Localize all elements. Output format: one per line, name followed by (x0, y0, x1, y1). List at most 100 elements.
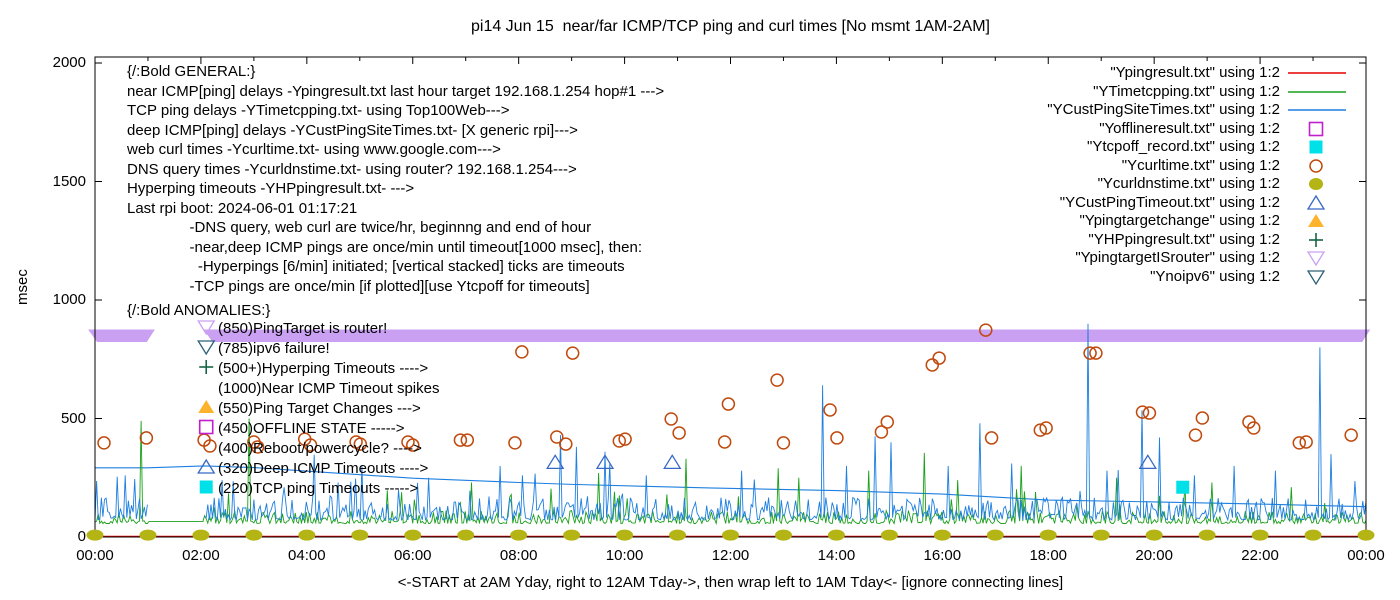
pingtarget-router-band (88, 329, 155, 343)
deep-icmp-series (94, 475, 148, 521)
Ycurltime-txt-point (559, 437, 573, 451)
legend-item-label: "Ypingresult.txt" using 1:2 (1110, 64, 1280, 81)
Ycurldnstime-txt-point (986, 529, 1004, 541)
anomaly-label: (450)OFFLINE STATE -----> (218, 420, 405, 437)
Ycurldnstime-txt-point (774, 529, 792, 541)
Ycurldnstime-txt-point (1092, 529, 1110, 541)
legend-item-label: "YHPpingresult.txt" using 1:2 (1088, 230, 1280, 248)
legend-symbol-triangle-up-filled (1286, 213, 1350, 229)
Ycurltime-txt-point (1083, 346, 1097, 360)
Ycurltime-txt-point (664, 412, 678, 426)
Ycurldnstime-txt-point (510, 529, 528, 541)
Ycurldnstime-txt-point (1039, 529, 1057, 541)
YCustPingTimeout-txt-point (663, 454, 682, 469)
legend-item-label: "Ycurltime.txt" using 1:2 (1121, 156, 1280, 174)
legend-symbol-line (1286, 84, 1350, 100)
YCustPingTimeout-txt-point (595, 454, 615, 469)
Ycurltime-txt-point (612, 434, 627, 448)
x-tick-label: 10:00 (605, 547, 644, 564)
Ycurltime-txt-point (139, 431, 154, 445)
anomaly-marker-7 (197, 458, 216, 474)
x-tick-label: 06:00 (393, 547, 432, 564)
x-tick-label: 04:00 (288, 547, 326, 564)
Ycurltime-txt-point (97, 436, 111, 450)
Ycurltime-txt-point (565, 346, 580, 360)
Ycurldnstime-txt-point (1251, 529, 1269, 541)
Ycurltime-txt-point (984, 431, 999, 445)
legend-item-label: "Yofflineresult.txt" using 1:2 (1099, 119, 1280, 137)
Ycurltime-txt-point (672, 426, 686, 440)
Ytcpoff_record-txt-point (1176, 480, 1190, 494)
x-tick-label: 14:00 (817, 547, 856, 564)
legend-item-label: "Ycurldnstime.txt" using 1:2 (1097, 175, 1280, 192)
anomaly-label: (550)Ping Target Changes ---> (218, 400, 421, 417)
Ycurldnstime-txt-point (457, 529, 475, 541)
tcp-ping-series (94, 418, 1367, 526)
legend-item-label: "Ytcpoff_record.txt" using 1:2 (1087, 138, 1280, 155)
Ycurltime-txt-point (453, 433, 468, 447)
Ycurltime-txt-point (874, 425, 889, 439)
legend-symbol-square-filled (1286, 139, 1350, 155)
x-tick-label: 12:00 (711, 547, 750, 564)
Ycurldnstime-txt-point (827, 529, 845, 541)
Ycurltime-txt-point (717, 435, 732, 449)
legend-symbol-circle-open (1286, 158, 1350, 174)
x-tick-label: 18:00 (1029, 547, 1068, 564)
Ycurltime-txt-point (1246, 421, 1261, 435)
YCustPingTimeout-txt-point (546, 454, 565, 469)
anomaly-label: (220)TCP ping Timeouts -----> (218, 480, 419, 497)
Ycurltime-txt-point (303, 438, 318, 452)
Ycurldnstime-txt-point (245, 529, 263, 541)
deep-icmp-trend-line (95, 465, 1367, 508)
Ycurldnstime-txt-point (880, 529, 898, 541)
Ycurltime-txt-point (515, 345, 529, 359)
anomaly-label: (320)Deep ICMP Timeouts ----> (218, 460, 429, 477)
Ycurltime-txt-point (880, 415, 895, 429)
Ycurltime-txt-point (618, 432, 632, 446)
legend-item-label: "YCustPingSiteTimes.txt" using 1:2 (1047, 101, 1280, 118)
legend-symbol-triangle-down-open (1286, 250, 1350, 266)
legend-symbol-circle-filled (1286, 176, 1350, 192)
legend-item-label: "YTimetcpping.txt" using 1:2 (1093, 82, 1280, 100)
Ycurltime-txt-point (250, 440, 265, 454)
Ycurldnstime-txt-point (669, 529, 687, 541)
Ycurltime-txt-point (823, 403, 837, 417)
x-tick-label: 02:00 (182, 547, 220, 564)
Ycurldnstime-txt-point (616, 529, 634, 541)
Ycurldnstime-txt-point (86, 529, 104, 541)
y-tick-label: 500 (60, 409, 86, 427)
Ycurldnstime-txt-point (1357, 529, 1375, 541)
anomaly-label: (400)Reboot/powercycle? ----> (218, 440, 422, 457)
legend-item-label: "Ypingtargetchange" using 1:2 (1079, 212, 1280, 229)
chart-title: pi14 Jun 15 near/far ICMP/TCP ping and c… (470, 18, 990, 35)
pingtarget-router-band (203, 329, 1371, 343)
Ycurldnstime-txt-point (298, 529, 316, 541)
x-tick-label: 22:00 (1241, 547, 1279, 564)
Ycurltime-txt-point (925, 358, 940, 372)
anomalies-heading: {/:Bold ANOMALIES:} (127, 302, 271, 319)
x-tick-label: 20:00 (1135, 547, 1173, 564)
Ycurldnstime-txt-point (139, 529, 157, 541)
y-tick-label: 2000 (52, 54, 86, 71)
y-tick-label: 1000 (52, 291, 86, 308)
x-tick-label: 00:00 (76, 547, 114, 564)
Ycurltime-txt-point (1033, 423, 1048, 437)
Ycurltime-txt-point (1039, 421, 1053, 435)
legend-item-label: "YCustPingTimeout.txt" using 1:2 (1059, 193, 1280, 211)
Ycurltime-txt-point (830, 431, 844, 445)
Ycurltime-txt-point (1142, 406, 1157, 420)
Ycurltime-txt-point (1089, 346, 1103, 360)
x-axis-label: <-START at 2AM Yday, right to 12AM Tday-… (397, 574, 1064, 591)
Ycurldnstime-txt-point (1304, 529, 1322, 541)
Ycurldnstime-txt-point (563, 529, 581, 541)
Ycurldnstime-txt-point (351, 529, 369, 541)
legend-symbol-line (1286, 102, 1350, 118)
anomaly-label: (785)ipv6 failure! (218, 340, 330, 357)
Ycurltime-txt-point (508, 436, 522, 450)
legend-symbol-square-open (1286, 121, 1350, 137)
Ycurldnstime-txt-point (192, 529, 210, 541)
general-annotation: {/:Bold GENERAL:} near ICMP[ping] delays… (127, 63, 665, 295)
anomaly-marker-5 (198, 419, 214, 435)
anomaly-label: (500+)Hyperping Timeouts ----> (218, 360, 429, 377)
